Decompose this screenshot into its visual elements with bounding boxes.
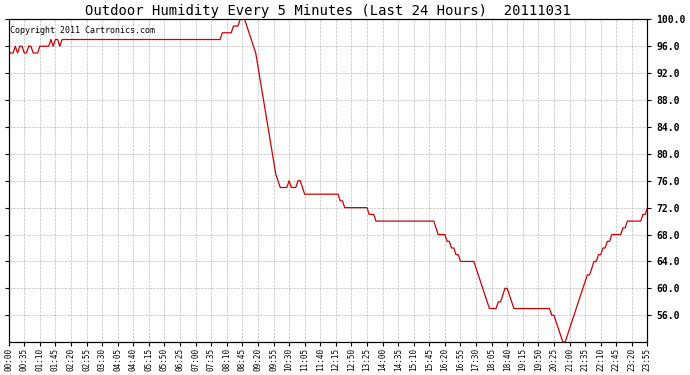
Text: Copyright 2011 Cartronics.com: Copyright 2011 Cartronics.com bbox=[10, 26, 155, 35]
Title: Outdoor Humidity Every 5 Minutes (Last 24 Hours)  20111031: Outdoor Humidity Every 5 Minutes (Last 2… bbox=[85, 4, 571, 18]
